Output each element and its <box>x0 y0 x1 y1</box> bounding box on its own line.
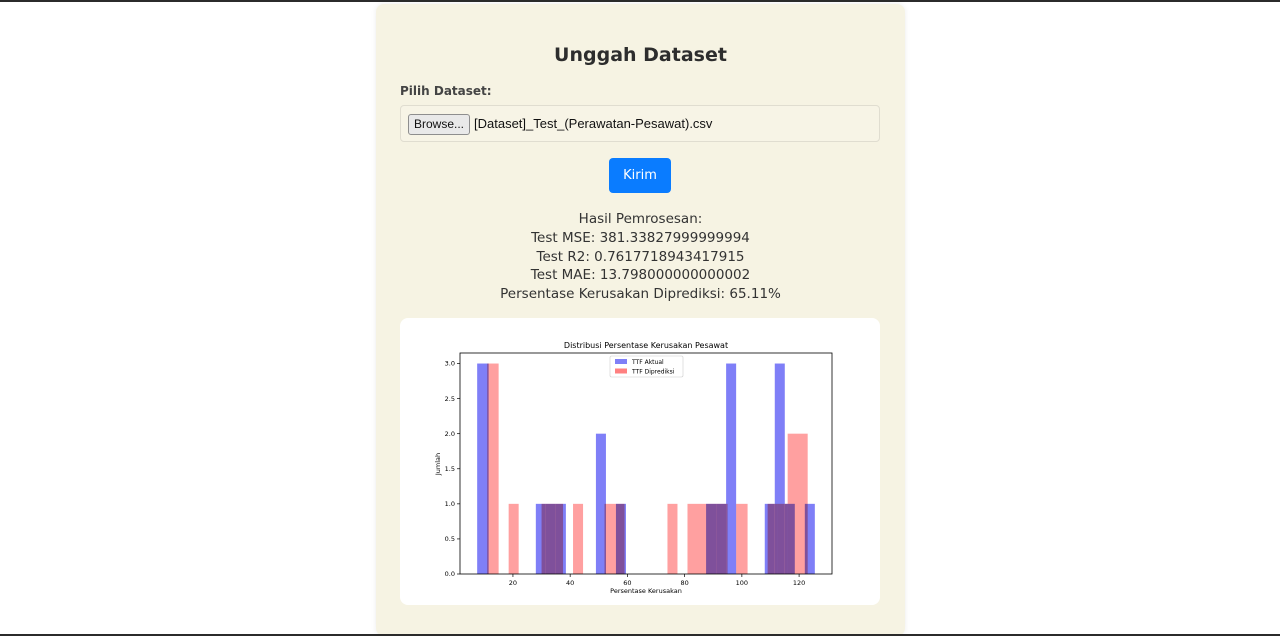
y-tick-label-4: 2.0 <box>445 430 455 438</box>
actual-bar-4 <box>595 433 606 574</box>
predicted-bar-2 <box>541 503 564 574</box>
histogram-chart: Distribusi Persentase Kerusakan Pesawat … <box>434 341 833 595</box>
y-tick-label-3: 1.5 <box>445 465 455 473</box>
submit-button[interactable]: Kirim <box>609 158 671 193</box>
predicted-bar-9 <box>707 503 728 574</box>
page-title: Unggah Dataset <box>554 44 727 66</box>
legend-swatch-predicted <box>615 368 627 374</box>
results-panel: Hasil Pemrosesan: Test MSE: 381.33827999… <box>376 210 905 304</box>
actual-bar-1 <box>535 503 546 574</box>
x-tick-label-1: 40 <box>566 579 574 587</box>
predicted-bar-5 <box>614 503 625 574</box>
legend-label-predicted: TTF Diprediksi <box>631 369 675 376</box>
predicted-bar-6 <box>667 503 678 574</box>
y-axis-label: Jumlah <box>434 453 442 476</box>
predicted-bar-11 <box>767 503 778 574</box>
r2-value: Test R2: 0.7617718943417915 <box>536 248 745 265</box>
file-label: Pilih Dataset: <box>400 84 492 98</box>
mse-value: Test MSE: 381.33827999999994 <box>531 229 750 246</box>
selected-file-name: [Dataset]_Test_(Perawatan-Pesawat).csv <box>474 116 713 131</box>
predicted-bar-12 <box>777 503 788 574</box>
legend-label-actual: TTF Aktual <box>631 359 664 366</box>
y-tick-label-2: 1.0 <box>445 500 455 508</box>
x-tick-label-4: 100 <box>736 579 748 587</box>
predicted-bars <box>487 363 808 574</box>
predicted-bar-13 <box>787 433 808 574</box>
predicted-bar-1 <box>508 503 519 574</box>
file-input[interactable]: Browse... [Dataset]_Test_(Perawatan-Pesa… <box>400 105 880 142</box>
y-tick-label-6: 3.0 <box>445 360 455 368</box>
upload-card: Unggah Dataset Pilih Dataset: Browse... … <box>376 4 905 636</box>
predicted-bar-3 <box>573 503 584 574</box>
chart-card: Distribusi Persentase Kerusakan Pesawat … <box>400 318 880 605</box>
x-tick-label-5: 120 <box>793 579 805 587</box>
predicted-bar-10 <box>736 503 748 574</box>
predicted-bar-4 <box>604 503 615 574</box>
x-tick-label-2: 60 <box>623 579 631 587</box>
y-tick-label-5: 2.5 <box>445 395 455 403</box>
x-axis-label: Persentase Kerusakan <box>610 587 682 595</box>
chart-title: Distribusi Persentase Kerusakan Pesawat <box>564 341 728 350</box>
actual-bar-10 <box>774 363 785 574</box>
legend-box <box>609 355 684 378</box>
percent-value: Persentase Kerusakan Diprediksi: 65.11% <box>500 286 781 303</box>
x-tick-label-0: 20 <box>509 579 517 587</box>
results-heading: Hasil Pemrosesan: <box>578 211 703 227</box>
chart-legend: TTF Aktual TTF Diprediksi <box>609 355 684 378</box>
plot-frame <box>459 352 833 575</box>
predicted-bar-8 <box>697 503 708 574</box>
y-tick-label-1: 0.5 <box>445 535 455 543</box>
predicted-bar-7 <box>687 503 698 574</box>
actual-bars <box>477 363 815 574</box>
mae-value: Test MAE: 13.798000000000002 <box>530 267 751 284</box>
x-axis-ticks: 20 40 60 80 100 120 <box>509 574 805 587</box>
window-top-border <box>0 0 1280 2</box>
predicted-bar-0 <box>487 363 499 574</box>
legend-swatch-actual <box>615 359 627 364</box>
actual-bar-12 <box>804 503 815 574</box>
y-tick-label-0: 0.0 <box>445 570 455 578</box>
x-tick-label-3: 80 <box>680 579 688 587</box>
y-axis-ticks: 0.0 0.5 1.0 1.5 2.0 2.5 3.0 <box>445 360 460 578</box>
window-bottom-border <box>0 634 1280 636</box>
actual-bar-8 <box>726 363 737 574</box>
browse-button[interactable]: Browse... <box>408 114 470 135</box>
actual-bar-0 <box>477 363 489 574</box>
